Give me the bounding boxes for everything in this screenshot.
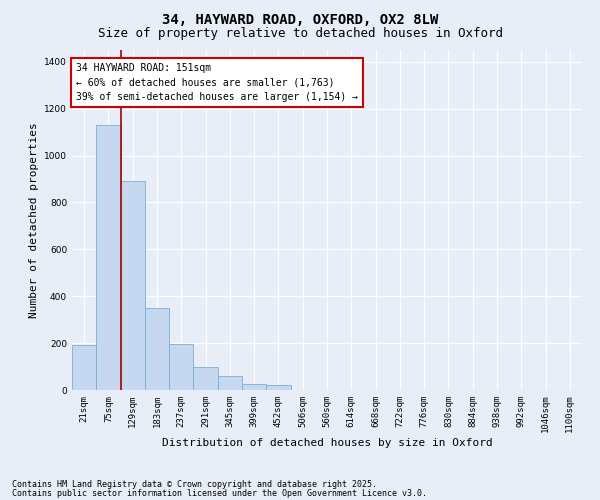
Bar: [218, 376, 242, 390]
Bar: [266, 386, 290, 390]
Bar: [121, 182, 145, 390]
X-axis label: Distribution of detached houses by size in Oxford: Distribution of detached houses by size …: [161, 438, 493, 448]
Bar: [72, 346, 96, 390]
Text: Size of property relative to detached houses in Oxford: Size of property relative to detached ho…: [97, 28, 503, 40]
Text: 34, HAYWARD ROAD, OXFORD, OX2 8LW: 34, HAYWARD ROAD, OXFORD, OX2 8LW: [162, 12, 438, 26]
Text: 34 HAYWARD ROAD: 151sqm
← 60% of detached houses are smaller (1,763)
39% of semi: 34 HAYWARD ROAD: 151sqm ← 60% of detache…: [76, 63, 358, 102]
Bar: [169, 344, 193, 390]
Bar: [193, 366, 218, 390]
Bar: [145, 308, 169, 390]
Text: Contains HM Land Registry data © Crown copyright and database right 2025.: Contains HM Land Registry data © Crown c…: [12, 480, 377, 489]
Bar: [242, 384, 266, 390]
Text: Contains public sector information licensed under the Open Government Licence v3: Contains public sector information licen…: [12, 489, 427, 498]
Bar: [96, 125, 121, 390]
Y-axis label: Number of detached properties: Number of detached properties: [29, 122, 38, 318]
